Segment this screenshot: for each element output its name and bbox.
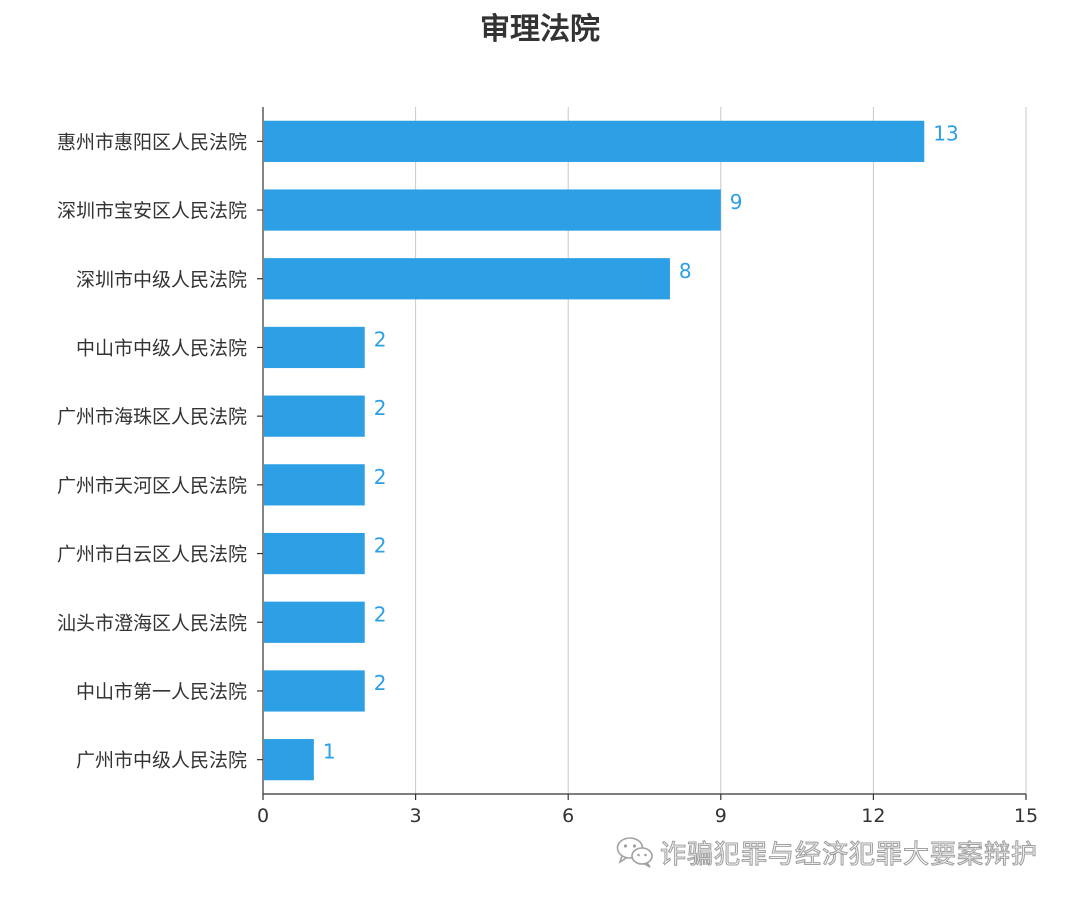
bar bbox=[264, 532, 365, 575]
bar bbox=[264, 258, 670, 300]
data-label: 9 bbox=[730, 190, 743, 214]
chart-title: 审理法院 bbox=[480, 12, 600, 47]
bar bbox=[264, 326, 365, 369]
bar bbox=[264, 464, 365, 506]
data-label: 2 bbox=[374, 396, 387, 420]
bar bbox=[264, 120, 925, 162]
x-tick-label: 9 bbox=[715, 805, 727, 827]
category-label: 广州市白云区人民法院 bbox=[57, 544, 247, 566]
data-label: 2 bbox=[374, 671, 387, 695]
category-label: 广州市海珠区人民法院 bbox=[57, 406, 247, 428]
watermark-text: 诈骗犯罪与经济犯罪大要案辩护 bbox=[659, 839, 1039, 870]
x-tick-label: 0 bbox=[257, 805, 269, 827]
data-label: 2 bbox=[374, 465, 387, 489]
category-label: 广州市天河区人民法院 bbox=[57, 475, 247, 497]
watermark: 诈骗犯罪与经济犯罪大要案辩护 bbox=[616, 832, 1038, 872]
category-label: 中山市第一人民法院 bbox=[76, 681, 247, 703]
x-tick-label: 3 bbox=[410, 805, 422, 827]
wechat-icon bbox=[616, 837, 653, 868]
bar bbox=[264, 739, 314, 781]
category-label: 汕头市澄海区人民法院 bbox=[57, 612, 247, 634]
bar bbox=[264, 670, 365, 712]
data-label: 1 bbox=[323, 740, 336, 764]
category-label: 深圳市中级人民法院 bbox=[76, 269, 247, 291]
bar bbox=[264, 601, 365, 643]
bar bbox=[264, 395, 365, 437]
x-tick-label: 12 bbox=[861, 805, 885, 827]
data-label: 2 bbox=[374, 534, 387, 558]
category-label: 中山市中级人民法院 bbox=[76, 337, 247, 359]
data-label: 2 bbox=[374, 602, 387, 626]
data-label: 13 bbox=[933, 121, 958, 145]
data-label: 8 bbox=[679, 259, 692, 283]
category-label: 惠州市惠阳区人民法院 bbox=[57, 131, 247, 153]
category-label: 广州市中级人民法院 bbox=[76, 750, 247, 772]
x-tick-label: 15 bbox=[1014, 805, 1038, 827]
x-tick-label: 6 bbox=[562, 805, 574, 827]
category-label: 深圳市宝安区人民法院 bbox=[57, 200, 247, 222]
bar bbox=[264, 189, 721, 231]
data-label: 2 bbox=[374, 327, 387, 351]
